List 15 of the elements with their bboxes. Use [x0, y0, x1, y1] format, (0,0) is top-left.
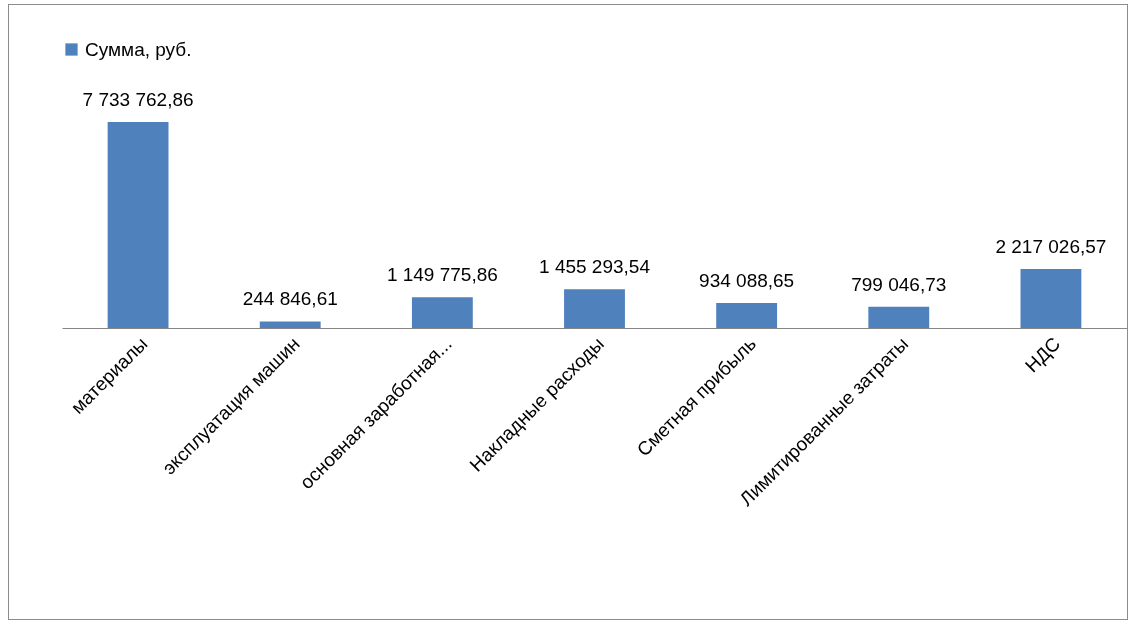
bar [411, 297, 473, 328]
bar [564, 289, 625, 328]
data-label: 799 046,73 [851, 273, 947, 295]
data-label: 934 088,65 [699, 270, 795, 292]
data-label: 1 149 775,86 [386, 264, 498, 286]
legend-label: Сумма, руб. [85, 38, 192, 60]
bar [1020, 268, 1082, 328]
data-label: 7 733 762,86 [82, 89, 194, 110]
bar [259, 321, 321, 328]
data-label: 1 455 293,54 [539, 256, 651, 278]
bar [716, 303, 778, 328]
data-label: 2 217 026,57 [995, 235, 1107, 257]
data-label: 244 846,61 [242, 288, 338, 310]
bar [868, 306, 930, 328]
bar [107, 122, 169, 328]
